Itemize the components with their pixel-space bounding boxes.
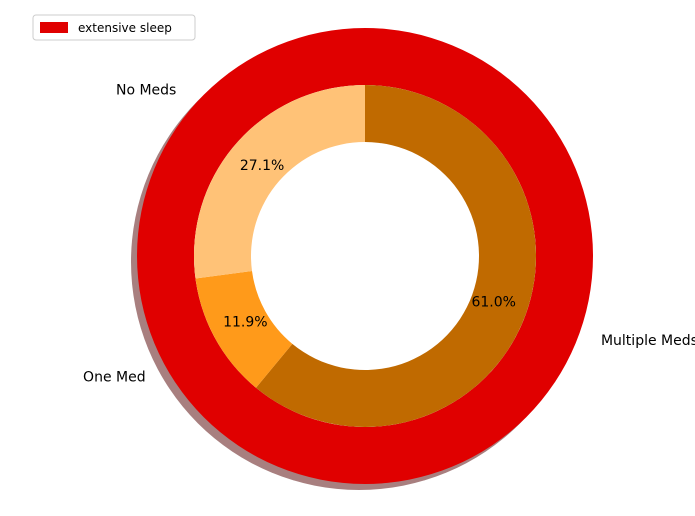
chart-labels: Multiple Meds 61.0% One Med 11.9% No Meds 27.… <box>83 83 695 386</box>
inner-wedge-one-med <box>195 270 293 388</box>
category-label-one-med: One Med <box>83 370 146 386</box>
inner-wedge-multiple-meds <box>256 85 537 428</box>
inner-ring <box>194 85 537 428</box>
percent-label-no-meds: 27.1% <box>240 158 284 174</box>
legend-frame <box>32 14 196 41</box>
legend-swatch-extensive-sleep <box>40 22 68 33</box>
percent-label-one-med: 11.9% <box>223 314 267 330</box>
legend: extensive sleep <box>32 14 196 41</box>
legend-label-extensive-sleep: extensive sleep <box>78 21 172 35</box>
percent-label-multiple-meds: 61.0% <box>471 294 515 310</box>
category-label-multiple-meds: Multiple Meds <box>601 333 695 349</box>
inner-wedge-no-meds <box>194 85 365 279</box>
category-label-no-meds: No Meds <box>116 83 176 99</box>
